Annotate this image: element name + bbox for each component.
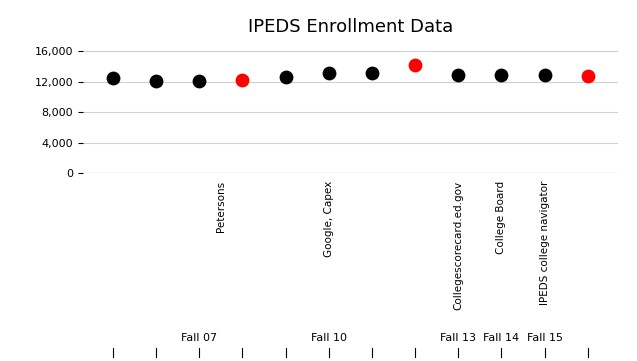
Point — [108, 75, 118, 81]
Point — [194, 78, 204, 84]
Point — [280, 74, 290, 80]
Text: Fall 13: Fall 13 — [440, 333, 476, 343]
Point — [324, 70, 334, 76]
Text: Fall 15: Fall 15 — [527, 333, 562, 343]
Text: Collegescorecard.ed.gov: Collegescorecard.ed.gov — [454, 180, 463, 310]
Point — [496, 72, 506, 78]
Text: Google, Capex: Google, Capex — [324, 180, 334, 257]
Point — [410, 62, 420, 68]
Text: College Board: College Board — [496, 180, 506, 254]
Title: IPEDS Enrollment Data: IPEDS Enrollment Data — [248, 18, 453, 36]
Text: Petersons: Petersons — [216, 180, 226, 232]
Text: IPEDS college navigator: IPEDS college navigator — [540, 180, 550, 305]
Point — [540, 72, 550, 78]
Point — [453, 72, 463, 78]
Point — [583, 73, 593, 79]
Text: Fall 10: Fall 10 — [311, 333, 347, 343]
Text: Fall 07: Fall 07 — [182, 333, 217, 343]
Point — [367, 70, 377, 76]
Point — [238, 77, 248, 83]
Point — [151, 78, 161, 84]
Text: Fall 14: Fall 14 — [483, 333, 519, 343]
